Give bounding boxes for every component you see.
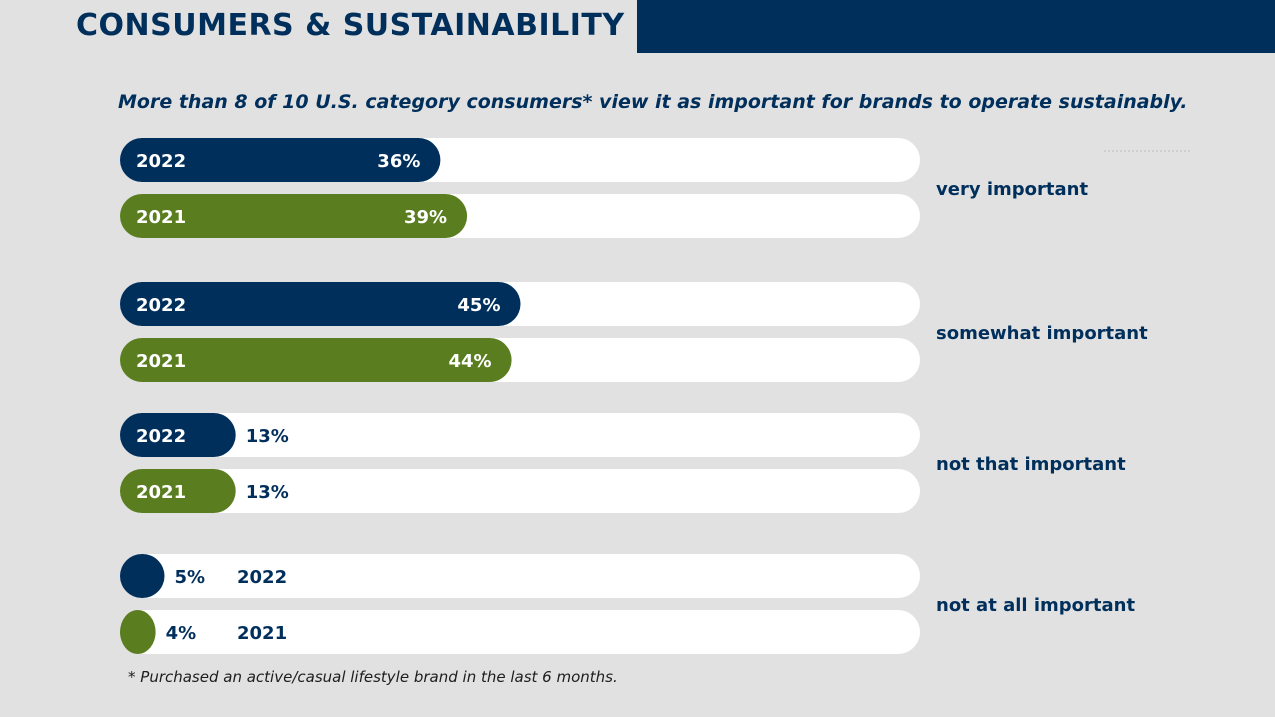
bar-2021-not-at-all-important [120,610,156,654]
bar-track [120,610,920,654]
title-banner-fill [637,0,1275,53]
bar-2021-very-important [120,194,468,238]
year-label: 2022 [136,295,186,316]
bar-2021-not-that-important [120,469,236,513]
year-label: 2021 [237,623,287,644]
year-label: 2021 [136,482,186,503]
bar-track [120,554,920,598]
year-label: 2021 [136,207,186,228]
year-label: 2021 [136,351,186,372]
data-label: 13% [246,426,289,447]
data-label: 45% [457,295,500,316]
decorative-dots [1104,150,1190,152]
chart-subtitle: More than 8 of 10 U.S. category consumer… [118,91,1188,113]
data-label: 13% [246,482,289,503]
bar-track [120,469,920,513]
bar-2022-somewhat-important [120,282,521,326]
year-label: 2022 [136,426,186,447]
bar-2022-not-that-important [120,413,236,457]
category-label: not that important [936,454,1126,475]
category-label: not at all important [936,595,1135,616]
data-label: 4% [166,623,197,644]
category-label: somewhat important [936,323,1148,344]
bar-2021-somewhat-important [120,338,512,382]
data-label: 36% [377,151,420,172]
bar-2022-very-important [120,138,441,182]
bar-2022-not-at-all-important [120,554,165,598]
bar-track [120,413,920,457]
data-label: 39% [404,207,447,228]
year-label: 2022 [237,567,287,588]
category-label: very important [936,179,1088,200]
page-title: CONSUMERS & SUSTAINABILITY [76,8,625,43]
data-label: 5% [175,567,206,588]
footnote: * Purchased an active/casual lifestyle b… [128,668,618,686]
year-label: 2022 [136,151,186,172]
data-label: 44% [449,351,492,372]
